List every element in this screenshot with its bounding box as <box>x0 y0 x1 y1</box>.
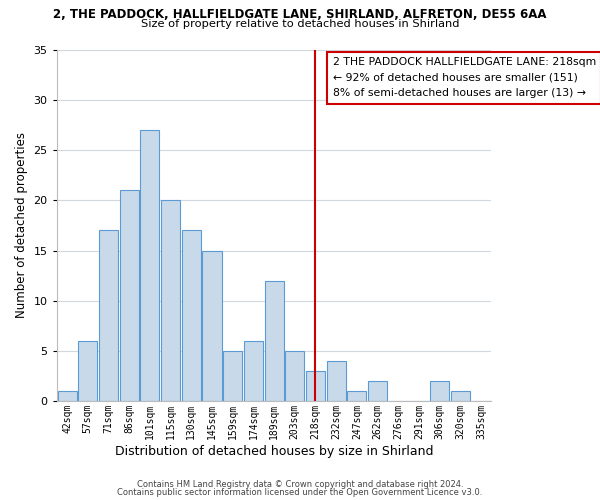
Bar <box>244 341 263 401</box>
Bar <box>119 190 139 401</box>
Bar <box>161 200 180 401</box>
Bar <box>347 391 367 401</box>
Bar <box>430 381 449 401</box>
Text: Size of property relative to detached houses in Shirland: Size of property relative to detached ho… <box>141 19 459 29</box>
Bar <box>78 341 97 401</box>
Bar <box>58 391 77 401</box>
Bar <box>306 371 325 401</box>
Bar <box>99 230 118 401</box>
X-axis label: Distribution of detached houses by size in Shirland: Distribution of detached houses by size … <box>115 444 433 458</box>
Bar <box>451 391 470 401</box>
Bar <box>223 351 242 401</box>
Bar <box>368 381 387 401</box>
Bar <box>202 250 221 401</box>
Bar <box>326 361 346 401</box>
Text: 2 THE PADDOCK HALLFIELDGATE LANE: 218sqm
← 92% of detached houses are smaller (1: 2 THE PADDOCK HALLFIELDGATE LANE: 218sqm… <box>333 57 596 98</box>
Bar <box>182 230 201 401</box>
Text: Contains public sector information licensed under the Open Government Licence v3: Contains public sector information licen… <box>118 488 482 497</box>
Bar <box>265 280 284 401</box>
Y-axis label: Number of detached properties: Number of detached properties <box>15 132 28 318</box>
Text: Contains HM Land Registry data © Crown copyright and database right 2024.: Contains HM Land Registry data © Crown c… <box>137 480 463 489</box>
Bar <box>285 351 304 401</box>
Bar <box>140 130 160 401</box>
Text: 2, THE PADDOCK, HALLFIELDGATE LANE, SHIRLAND, ALFRETON, DE55 6AA: 2, THE PADDOCK, HALLFIELDGATE LANE, SHIR… <box>53 8 547 20</box>
